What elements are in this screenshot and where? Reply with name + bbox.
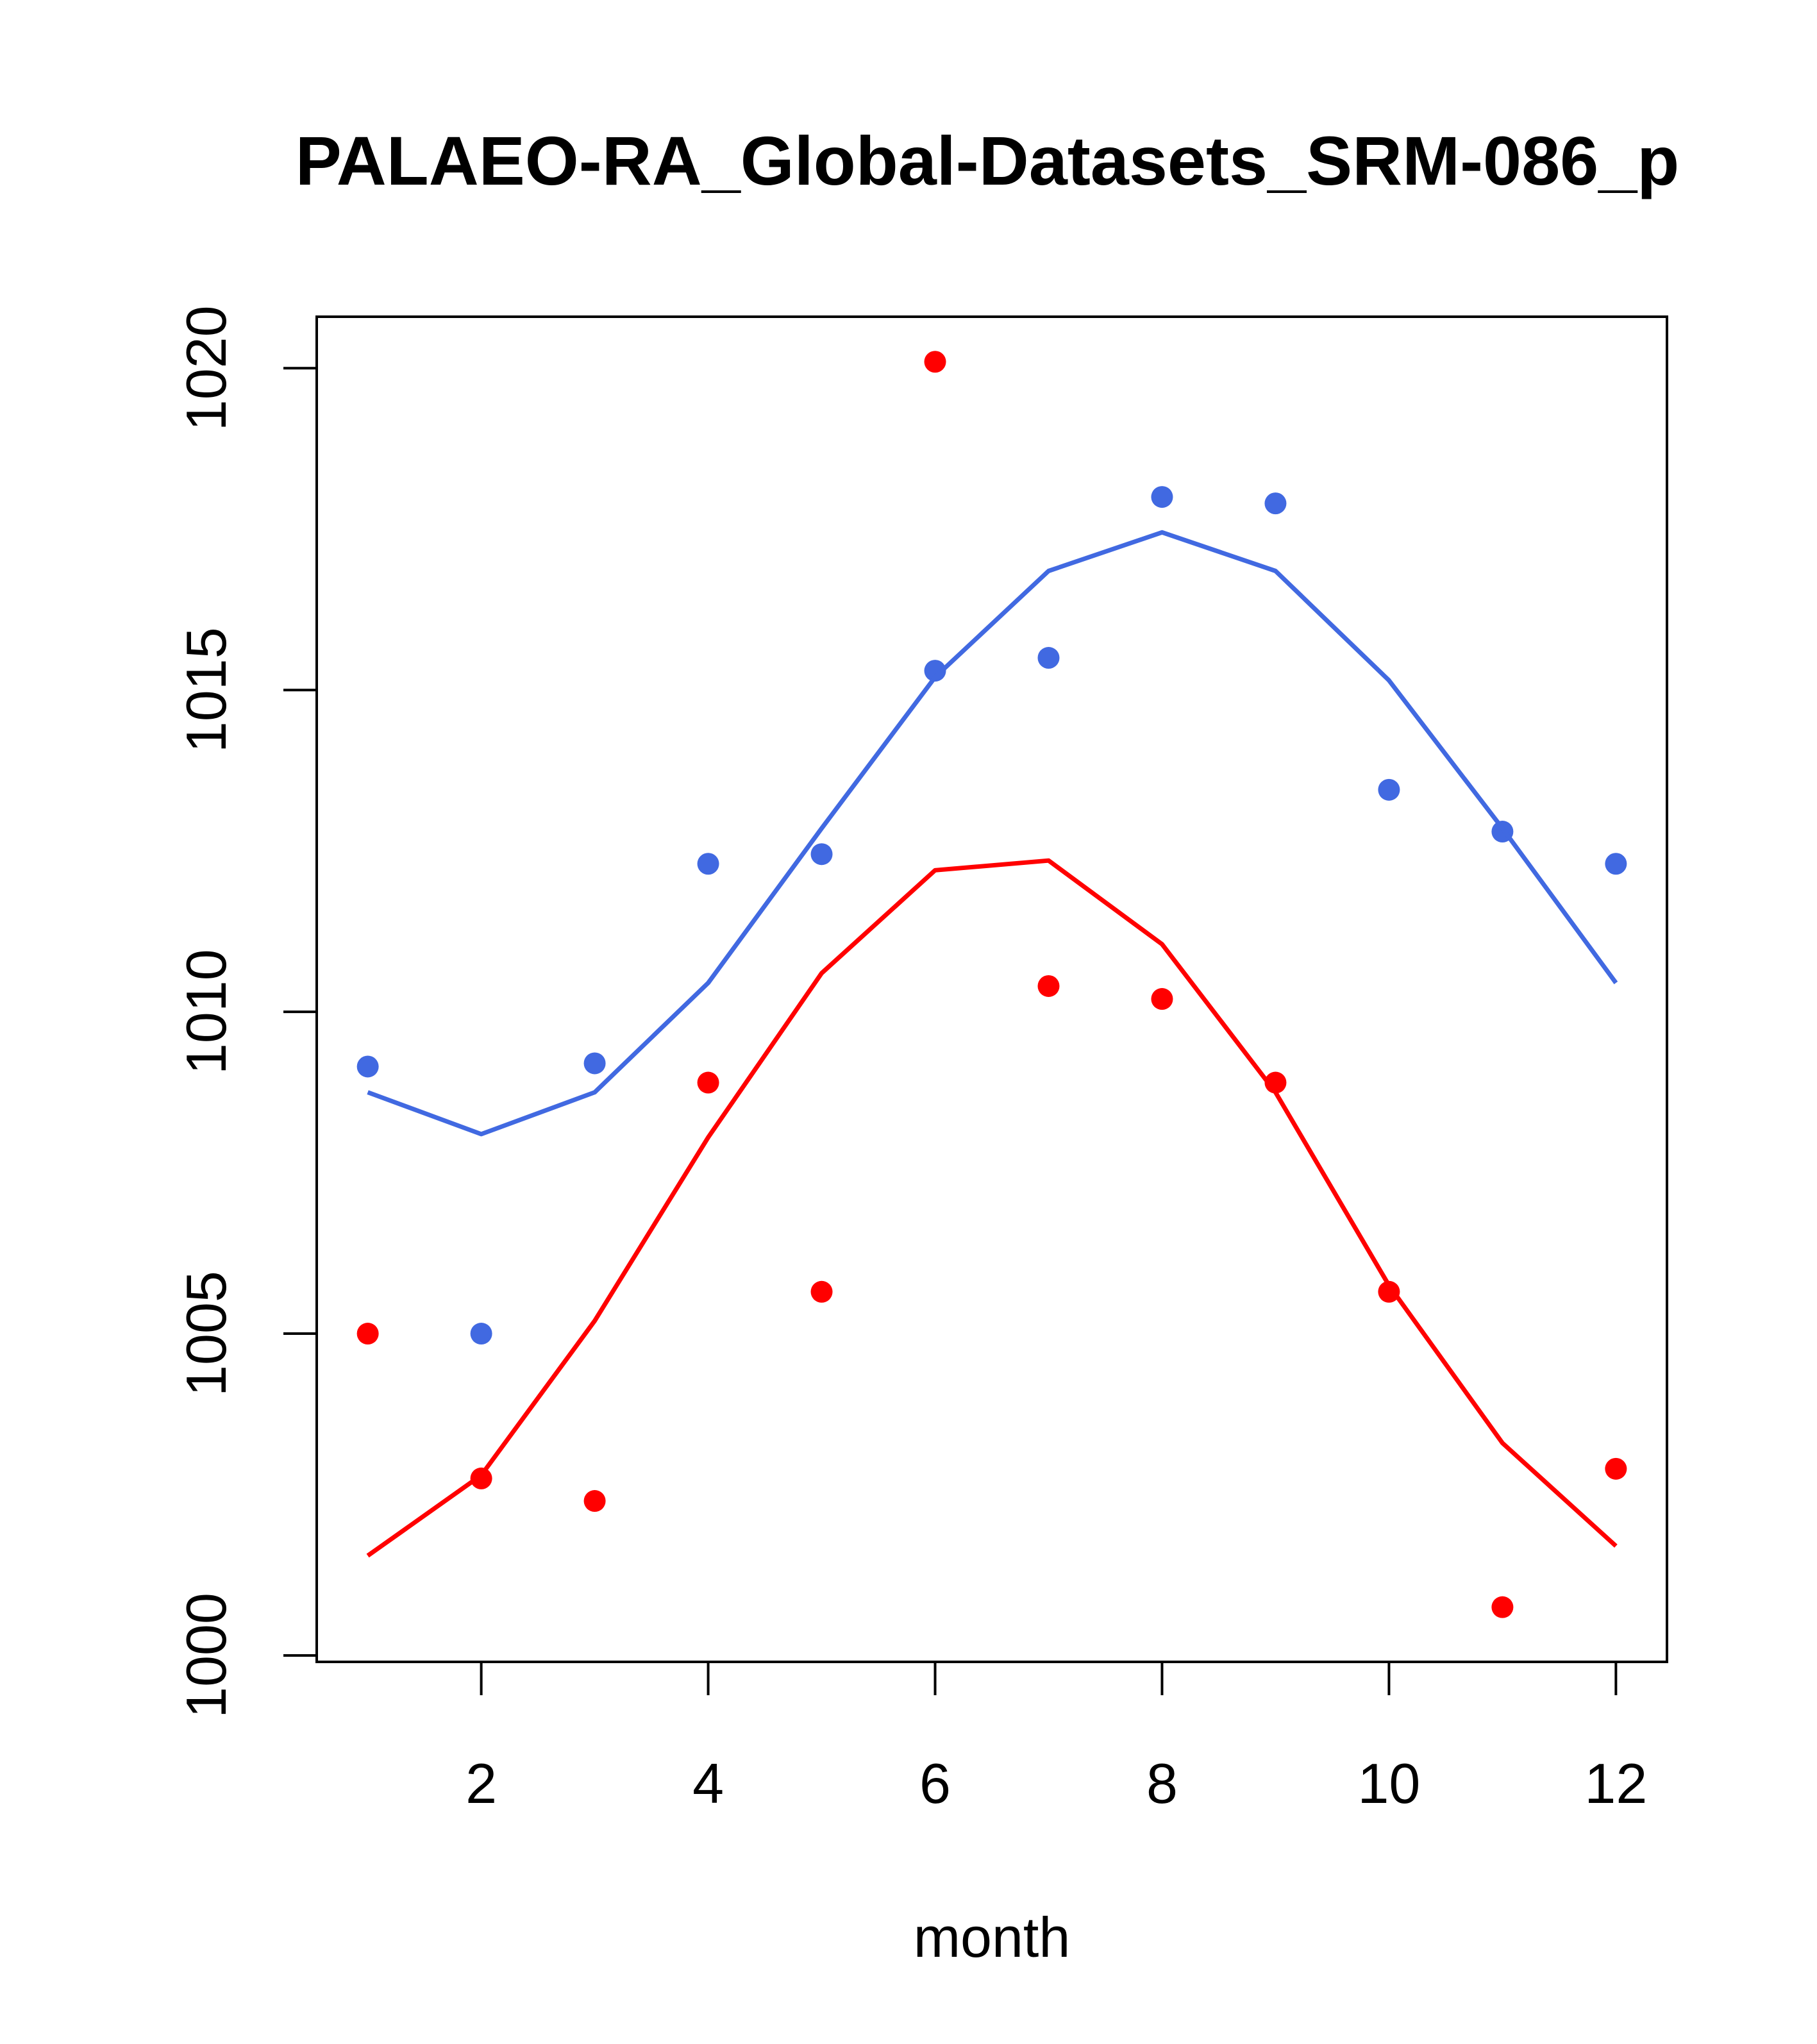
y-tick-label: 1005 xyxy=(174,1271,238,1396)
y-tick-label: 1015 xyxy=(174,627,238,753)
red-points-point xyxy=(810,1280,833,1303)
blue-points-point xyxy=(810,843,833,866)
red-points-point xyxy=(583,1490,606,1512)
red-points-point xyxy=(1037,975,1060,997)
red-points-point xyxy=(1605,1457,1627,1480)
red-line xyxy=(366,858,1618,1558)
y-tick-label: 1000 xyxy=(174,1593,238,1718)
red-points-point xyxy=(1378,1280,1400,1303)
x-tick-label: 6 xyxy=(919,1752,951,1815)
plot-frame xyxy=(315,315,1668,1663)
chart-title: PALAEO-RA_Global-Datasets_SRM-086_p xyxy=(296,122,1680,199)
x-tick-label: 12 xyxy=(1584,1752,1647,1815)
blue-points-point xyxy=(1264,492,1287,515)
x-tick-label: 8 xyxy=(1146,1752,1178,1815)
blue-points-point xyxy=(697,853,719,875)
red-points-point xyxy=(697,1071,719,1094)
y-tick-label: 1010 xyxy=(174,949,238,1075)
series-layer xyxy=(356,351,1627,1618)
blue-points-point xyxy=(470,1323,492,1345)
blue-points-point xyxy=(1037,647,1060,669)
red-points-point xyxy=(356,1323,379,1345)
x-tick-label: 4 xyxy=(692,1752,724,1815)
blue-points-point xyxy=(1151,486,1173,508)
x-axis: 2 4 6 8 10 12 xyxy=(465,1661,1647,1815)
blue-points-point xyxy=(1605,853,1627,875)
blue-points-point xyxy=(924,660,946,682)
red-points-point xyxy=(1151,988,1173,1010)
blue-line xyxy=(367,530,1618,1137)
blue-points-point xyxy=(356,1055,379,1078)
y-axis: 1000 1005 1010 1015 1020 xyxy=(174,305,318,1718)
blue-points-point xyxy=(583,1052,606,1075)
red-points-point xyxy=(1491,1596,1514,1618)
x-axis-label: month xyxy=(914,1906,1071,1969)
red-points-point xyxy=(470,1467,492,1489)
x-tick-label: 10 xyxy=(1357,1752,1420,1815)
blue-points-point xyxy=(1378,778,1400,801)
red-points-point xyxy=(924,351,946,373)
x-tick-label: 2 xyxy=(465,1752,497,1815)
y-tick-label: 1020 xyxy=(174,305,238,431)
